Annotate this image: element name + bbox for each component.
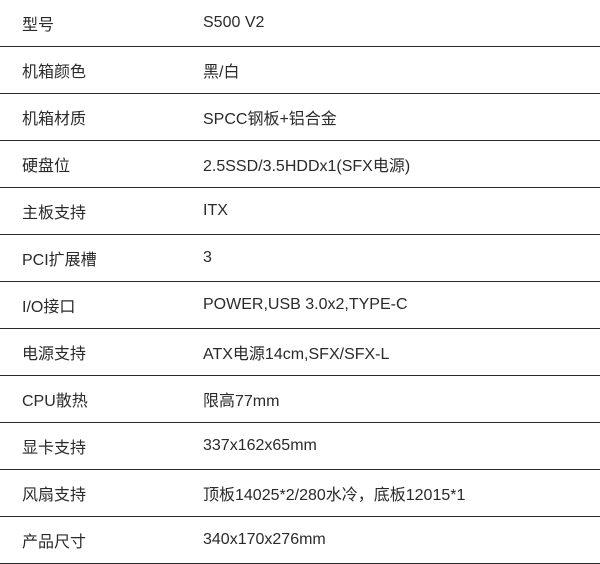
table-row: CPU散热 限高77mm <box>0 376 600 423</box>
table-row: 电源支持 ATX电源14cm,SFX/SFX-L <box>0 329 600 376</box>
spec-value: S500 V2 <box>195 0 600 47</box>
spec-label: 硬盘位 <box>0 141 195 188</box>
spec-label: PCI扩展槽 <box>0 235 195 282</box>
table-row: 机箱材质 SPCC钢板+铝合金 <box>0 94 600 141</box>
table-row: 风扇支持 顶板14025*2/280水冷，底板12015*1 <box>0 470 600 517</box>
spec-label: 机箱颜色 <box>0 47 195 94</box>
spec-value: 限高77mm <box>195 376 600 423</box>
spec-label: 机箱材质 <box>0 94 195 141</box>
table-row: 硬盘位 2.5SSD/3.5HDDx1(SFX电源) <box>0 141 600 188</box>
spec-value: ATX电源14cm,SFX/SFX-L <box>195 329 600 376</box>
table-row: PCI扩展槽 3 <box>0 235 600 282</box>
table-row: 显卡支持 337x162x65mm <box>0 423 600 470</box>
spec-label: 显卡支持 <box>0 423 195 470</box>
spec-value: SPCC钢板+铝合金 <box>195 94 600 141</box>
spec-value: 3 <box>195 235 600 282</box>
spec-value: 顶板14025*2/280水冷，底板12015*1 <box>195 470 600 517</box>
spec-label: 风扇支持 <box>0 470 195 517</box>
spec-label: 电源支持 <box>0 329 195 376</box>
spec-label: 型号 <box>0 0 195 47</box>
spec-label: 产品尺寸 <box>0 517 195 564</box>
spec-label: I/O接口 <box>0 282 195 329</box>
table-row: 机箱颜色 黑/白 <box>0 47 600 94</box>
spec-label: 主板支持 <box>0 188 195 235</box>
spec-value: 2.5SSD/3.5HDDx1(SFX电源) <box>195 141 600 188</box>
table-row: 产品尺寸 340x170x276mm <box>0 517 600 564</box>
spec-value: POWER,USB 3.0x2,TYPE-C <box>195 282 600 329</box>
spec-table-body: 型号 S500 V2 机箱颜色 黑/白 机箱材质 SPCC钢板+铝合金 硬盘位 … <box>0 0 600 564</box>
spec-label: CPU散热 <box>0 376 195 423</box>
spec-value: 337x162x65mm <box>195 423 600 470</box>
spec-value: 黑/白 <box>195 47 600 94</box>
spec-table: 型号 S500 V2 机箱颜色 黑/白 机箱材质 SPCC钢板+铝合金 硬盘位 … <box>0 0 600 564</box>
spec-value: ITX <box>195 188 600 235</box>
spec-value: 340x170x276mm <box>195 517 600 564</box>
table-row: 主板支持 ITX <box>0 188 600 235</box>
table-row: 型号 S500 V2 <box>0 0 600 47</box>
table-row: I/O接口 POWER,USB 3.0x2,TYPE-C <box>0 282 600 329</box>
